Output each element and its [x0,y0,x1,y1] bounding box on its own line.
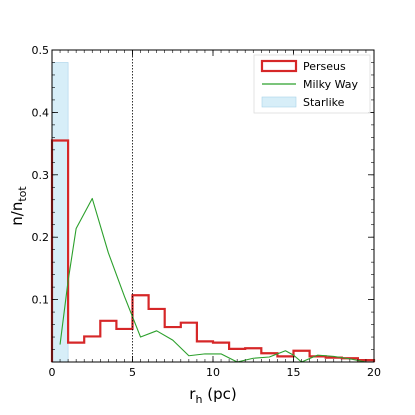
series-layer [50,139,376,363]
x-tick-label: 15 [287,366,301,379]
milky-way-line [59,197,367,363]
y-axis-title: n/ntot [8,186,29,226]
y-tick-label: 0.3 [32,169,50,182]
x-axis-title: rh (pc) [189,385,236,406]
y-tick-label: 0.2 [32,231,50,244]
y-tick-label: 0.1 [32,294,50,307]
x-tick-label: 20 [367,366,381,379]
y-tick-label: 0.4 [32,106,50,119]
legend-swatch-perseus [260,59,298,73]
legend-swatch-starlike [261,96,297,108]
perseus-histogram [50,139,376,362]
y-axis-title-subscript: tot [16,186,29,202]
x-tick-label: 5 [129,366,136,379]
y-tick-label: 0.5 [32,44,50,57]
x-axis-title-unit: (pc) [202,385,236,403]
x-axis-title-subscript: h [195,393,202,406]
axes-layer: 0 5 10 15 20 0.1 0.2 0.3 0.4 0.5 [32,44,382,379]
legend-label: Milky Way [303,78,359,91]
legend-label: Starlike [303,96,345,109]
x-tick-label: 10 [206,366,220,379]
legend-label: Perseus [303,60,346,73]
x-tick-label: 0 [49,366,56,379]
legend: Perseus Milky Way Starlike [253,54,371,114]
